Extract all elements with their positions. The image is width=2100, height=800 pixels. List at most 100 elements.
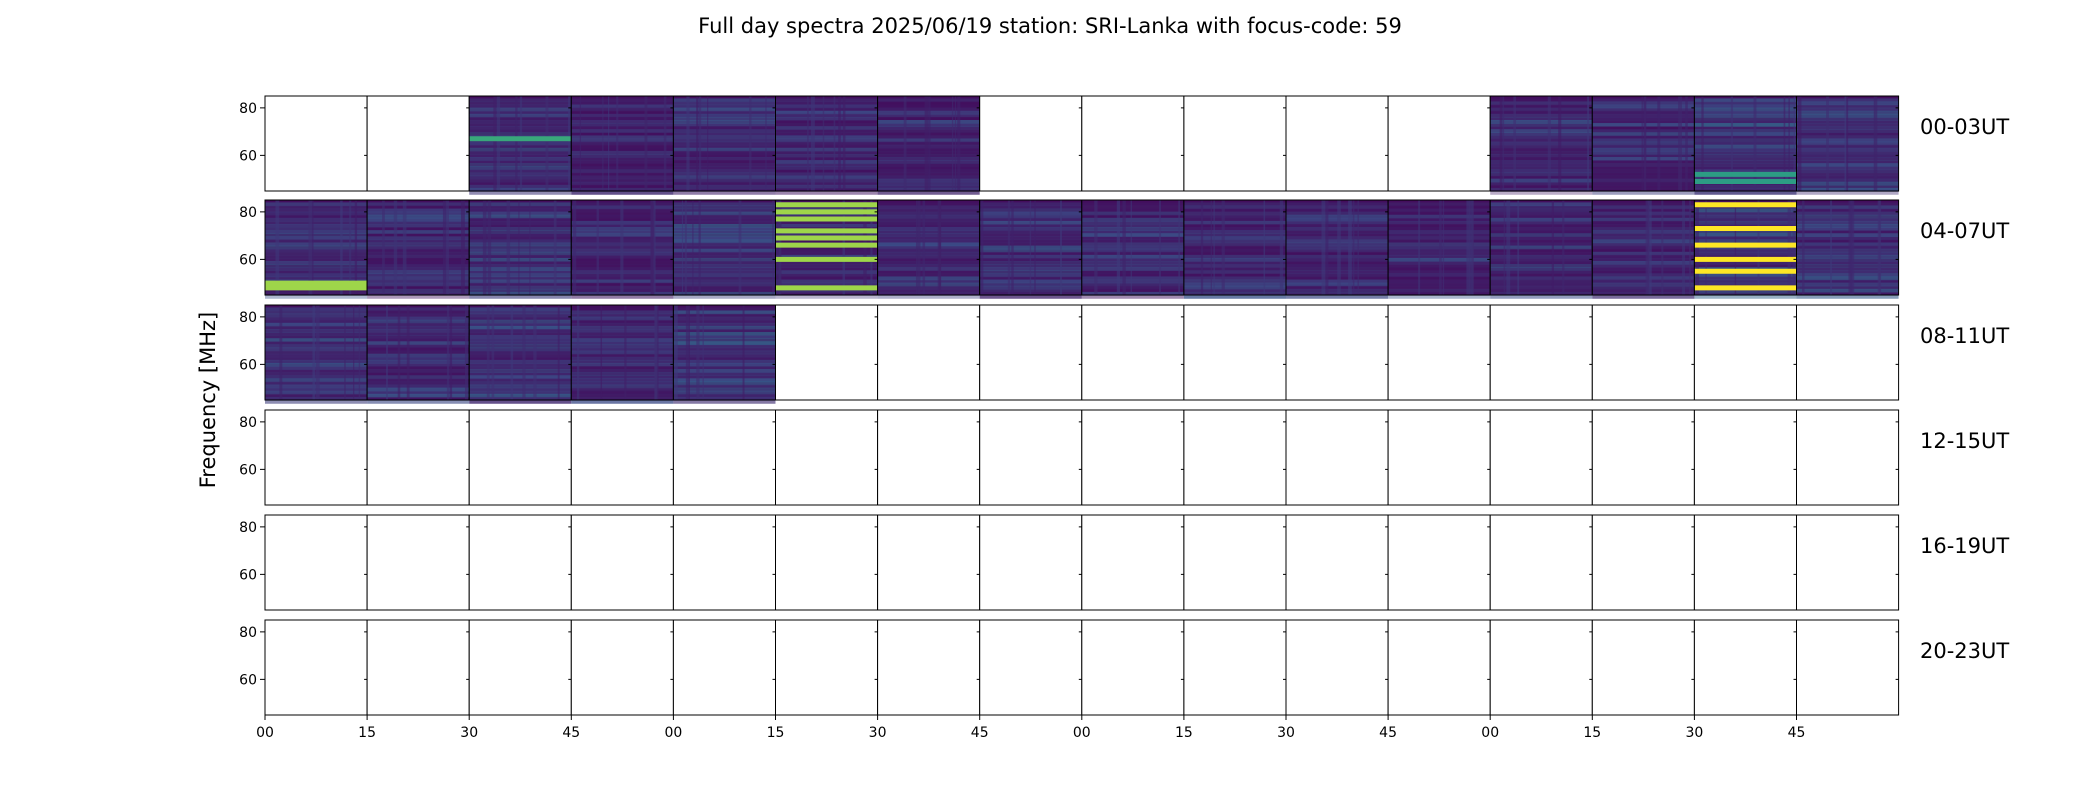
spectrum-panel [264,304,368,404]
spectrum-panel [1591,95,1695,195]
spectrum-panel [979,304,1083,401]
spectrum-panel [468,304,572,404]
x-axis-ticks: 00 15 30 45 00 15 30 45 00 15 30 45 00 15 30 45 [256,715,1805,741]
x-tick-label: 00 [1481,725,1499,741]
x-tick-label: 30 [1685,725,1703,741]
bright-band [1694,226,1797,231]
spectrum-panel [1387,304,1491,401]
spectrum-panel [1285,514,1389,611]
spectrum-panel [672,514,777,611]
spectrum-panel [570,409,674,506]
spectrum-panel [1285,409,1389,506]
spectrum-panel [979,409,1083,506]
spectrum-panel [366,514,470,611]
spectrum-panel [877,199,983,299]
spectrum-panel [570,304,674,404]
spectrum-panel [1796,304,1900,401]
spectrum-panel [1489,409,1593,506]
spectrum-panel [366,304,470,404]
spectrum-panel [264,514,368,611]
spectrum-panel [1183,409,1287,506]
spectrum-panel [570,619,674,716]
spectrum-panel [570,95,674,195]
spectrum-panel [468,409,572,506]
x-tick-label: 00 [1073,725,1091,741]
bright-band [1694,242,1797,248]
spectrum-panel [877,619,981,716]
spectrum-panel [1183,304,1287,401]
spectrum-panel [1285,95,1389,192]
spectrum-panel [979,95,1083,192]
bright-band [1694,202,1797,208]
x-tick-label: 15 [1583,725,1601,741]
spectrum-panel [1387,619,1491,716]
bright-band [469,136,572,142]
spectrum-panel [468,95,572,195]
spectrum-panel [1489,619,1593,716]
spectrum-panel [1081,95,1185,192]
spectrum-panel [1489,514,1593,611]
spectrum-panel [1693,304,1798,401]
spectrum-panel [1693,409,1798,506]
bright-band [1694,171,1797,177]
spectrum-panel [979,514,1083,611]
spectrum-panel [468,619,572,716]
spectrum-panel [1183,619,1287,716]
x-tick-label: 15 [767,725,785,741]
x-tick-label: 30 [460,725,478,741]
spectrum-panel [1591,199,1695,299]
spectrum-panel [1081,199,1185,299]
x-tick-label: 30 [869,725,887,741]
row-time-label: 00-03UT [1920,115,2009,139]
spectrum-panel [1591,409,1695,506]
spectrum-panel [672,409,777,506]
spectrum-panel [1183,95,1287,192]
spectrum-panel [979,619,1083,716]
row-time-label: 12-15UT [1920,429,2009,453]
spectrum-panel [1081,619,1185,716]
spectrum-panel [264,95,368,192]
bright-band [1694,285,1797,291]
spectrum-panel [877,95,981,195]
spectrum-panel [1693,514,1798,611]
bright-band [1694,179,1797,184]
row-labels: 00-03UT 04-07UT 08-11UT 12-15UT 16-19UT 20-23… [1920,115,2009,663]
spectrum-panel [775,409,879,506]
spectrum-panel [1387,409,1491,506]
spectrum-panel [775,619,879,716]
spectrum-panel [877,514,981,611]
spectrum-panel [775,95,879,195]
spectrum-panel [672,199,777,299]
row-time-label: 16-19UT [1920,534,2009,558]
spectrum-panel [366,199,470,299]
y-axis-label: Frequency [MHz] [196,312,220,488]
spectrum-panel [1285,304,1389,401]
spectrum-panel [1081,304,1185,401]
spectrum-panel [1796,95,1900,195]
x-tick-label: 45 [562,725,580,741]
bright-band [775,285,878,291]
row-time-label: 20-23UT [1920,639,2009,663]
panel-grid: 60 80 60 80 60 80 60 80 60 80 60 80 [239,95,1900,716]
spectrum-panel [1285,199,1389,299]
y-tick-label: 60 [239,357,257,373]
spectrum-panel [775,514,879,611]
spectrum-panel [366,95,470,192]
bright-band [775,242,878,248]
y-tick-label: 80 [239,205,257,221]
spectrum-panel [1489,199,1593,299]
spectrum-panel [1693,95,1798,195]
spectrum-panel [877,409,981,506]
spectrum-panel [1081,514,1185,611]
bright-band [265,285,368,291]
spectrum-panel [1081,409,1185,506]
spectrum-panel [264,619,368,716]
y-tick-label: 60 [239,148,257,164]
y-tick-label: 80 [239,625,257,641]
y-tick-label: 60 [239,567,257,583]
spectrum-panel [1387,514,1491,611]
spectrum-panel [1489,95,1593,195]
spectrum-panel [672,619,777,716]
spectrum-panel [1285,619,1389,716]
